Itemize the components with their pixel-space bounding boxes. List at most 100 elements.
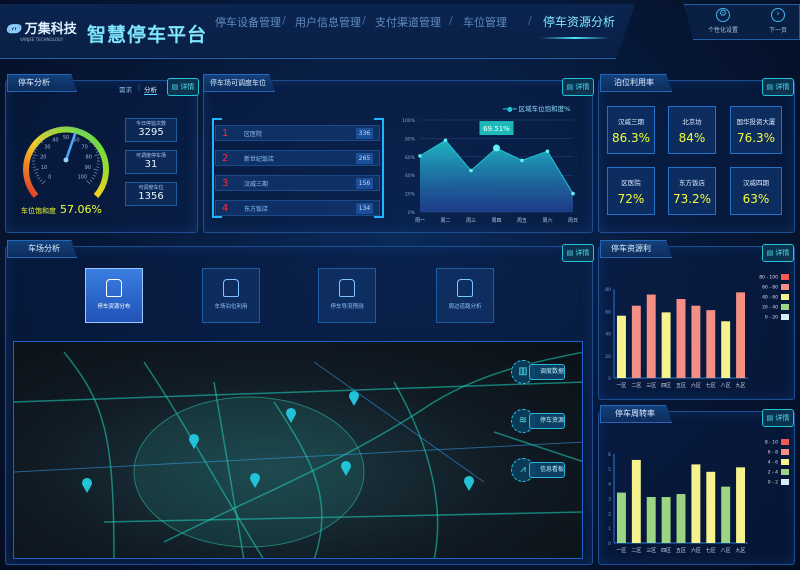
gauge-tick (89, 139, 94, 144)
legend-label: 8 - 10 (765, 440, 778, 446)
y-tick-label: 100% (402, 118, 416, 124)
y-tick-label: 1 (608, 526, 611, 532)
detail-button[interactable]: ▤ 详情 (762, 244, 794, 262)
detail-button[interactable]: ▤ 详情 (562, 78, 594, 96)
nav-space[interactable]: 车位管理 (463, 16, 507, 29)
map-button-label: 调度数据 (529, 364, 565, 380)
utilization-card[interactable]: 国华投资大厦 76.3% (730, 106, 782, 154)
gauge-tick (91, 177, 95, 180)
stat-value: 3295 (138, 127, 164, 138)
map-pin-icon (286, 408, 296, 423)
gauge-tick (32, 151, 37, 153)
lot-analysis-title: 车场分析 (7, 240, 77, 258)
legend-label: 40 - 60 (762, 295, 778, 301)
detail-button[interactable]: ▤ 详情 (762, 409, 794, 427)
detail-button[interactable]: ▤ 详情 (762, 78, 794, 96)
detail-label: 详情 (180, 83, 195, 91)
y-tick-label: 0 (608, 376, 611, 382)
utilization-card[interactable]: 汉威四期 63% (730, 167, 782, 215)
gauge-tick-label: 50 (63, 135, 69, 141)
legend-label: 0 - 2 (768, 480, 778, 486)
legend-swatch (781, 439, 789, 445)
map-button-info-board[interactable]: ⩘ 信息看板 (511, 458, 567, 482)
card-value: 63% (742, 192, 770, 206)
ranking-row[interactable]: 2 新世纪饭店 265 (215, 150, 380, 166)
gauge-tick (38, 139, 43, 144)
tab-demand[interactable]: 需求 (119, 86, 132, 94)
tab-road-analysis[interactable]: 周边道路分析 (436, 268, 494, 323)
detail-button[interactable]: ▤ 详情 (562, 244, 594, 262)
y-tick-label: 2 (608, 511, 611, 517)
ranking-row[interactable]: 1 区医院 336 (215, 125, 380, 141)
x-tick-label: 周二 (440, 218, 450, 224)
tab-flow-prediction[interactable]: 停车导流预测 (318, 268, 376, 323)
bar (646, 497, 656, 543)
rank-name: 汉威三期 (244, 181, 269, 188)
nav-user[interactable]: 用户信息管理 (295, 16, 361, 29)
map-button-dispatch-data[interactable]: ▥ 调度数据 (511, 360, 567, 384)
gauge-tick (94, 154, 100, 156)
utilization-card[interactable]: 区医院 72% (607, 167, 655, 215)
document-icon: ▤ (766, 414, 774, 422)
rank-name: 区医院 (244, 131, 263, 138)
tab-resource-distribution[interactable]: 停车资源分布 (85, 268, 143, 323)
parking-device-icon (106, 279, 122, 297)
area-chart-legend: ━●━ 区域车位饱和度% (503, 103, 570, 113)
card-value: 73.2% (672, 192, 712, 206)
x-tick-label: 六区 (691, 547, 701, 554)
parking-device-icon (457, 279, 473, 297)
card-name: 汉威四期 (743, 179, 769, 187)
next-page-button[interactable]: › 下一页 (769, 8, 787, 34)
bar (721, 486, 731, 543)
y-tick-label: 40 (605, 332, 611, 338)
utilization-card[interactable]: 北京坊 84% (668, 106, 716, 154)
saturation-value: 57.06% (60, 203, 102, 216)
tab-space-utilization[interactable]: 车场泊位利用 (202, 268, 260, 323)
map-button-parking-resource[interactable]: ≋ 停车资源 (511, 409, 567, 433)
utilization-card[interactable]: 东方饭店 73.2% (668, 167, 716, 215)
detail-button[interactable]: ▤ 详情 (167, 78, 199, 96)
logo: ↈ 万集科技 VANJEE TECHNOLOGY (6, 18, 77, 42)
tab-label: 周边道路分析 (448, 304, 482, 310)
bar (721, 321, 731, 378)
y-tick-label: 0% (408, 210, 416, 216)
saturation-area-chart: 0% 20% 40% 60% 80% 100% 周一 周二 周三 周四 周五 周六 周日 69.51% (402, 118, 578, 224)
tab-analysis[interactable]: 分析 (144, 86, 157, 95)
tooltip-text: 69.51% (483, 125, 510, 133)
x-tick-label: 三区 (646, 383, 656, 389)
legend-swatch (781, 479, 789, 485)
ranking-row[interactable]: 3 汉威三期 156 (215, 175, 380, 191)
x-tick-label: 八区 (721, 548, 731, 554)
card-name: 北京坊 (682, 118, 702, 126)
data-point (443, 138, 448, 143)
stat-label: 今日停监次数 (135, 121, 166, 127)
map-roads (14, 351, 582, 558)
legend-label: 2 - 4 (768, 470, 778, 476)
detail-label: 详情 (775, 249, 790, 257)
nav-active-indicator (540, 37, 610, 39)
gauge-tick (32, 166, 36, 168)
map-pin-icon (82, 478, 92, 493)
y-tick-label: 5 (608, 467, 611, 473)
x-tick-label: 四区 (661, 383, 671, 389)
nav-device[interactable]: 停车设备管理 (215, 16, 281, 29)
nav-resource-analysis[interactable]: 停车资源分析 (543, 15, 616, 29)
legend-label: 区域车位饱和度% (518, 105, 571, 113)
ranking-row[interactable]: 4 东方饭店 134 (215, 200, 380, 216)
city-map[interactable] (13, 341, 583, 559)
settings-button[interactable]: ⚙ 个性化设置 (708, 8, 738, 34)
gauge-tick (92, 142, 96, 145)
nav-payment[interactable]: 支付渠道管理 (375, 16, 441, 29)
gauge-tick-label: 80 (86, 154, 92, 160)
gauge-tick (89, 179, 93, 182)
card-name: 东方饭店 (679, 179, 705, 187)
y-tick-label: 60% (405, 155, 416, 161)
detail-label: 详情 (575, 83, 590, 91)
utilization-card[interactable]: 汉威三期 86.3% (607, 106, 655, 154)
gauge-tick (35, 145, 39, 148)
gauge-tick (93, 174, 96, 177)
gauge-tick (86, 180, 91, 185)
gauge-tick (40, 137, 43, 140)
bar (676, 494, 686, 543)
utilization-title: 泊位利用率排行 (600, 74, 672, 92)
